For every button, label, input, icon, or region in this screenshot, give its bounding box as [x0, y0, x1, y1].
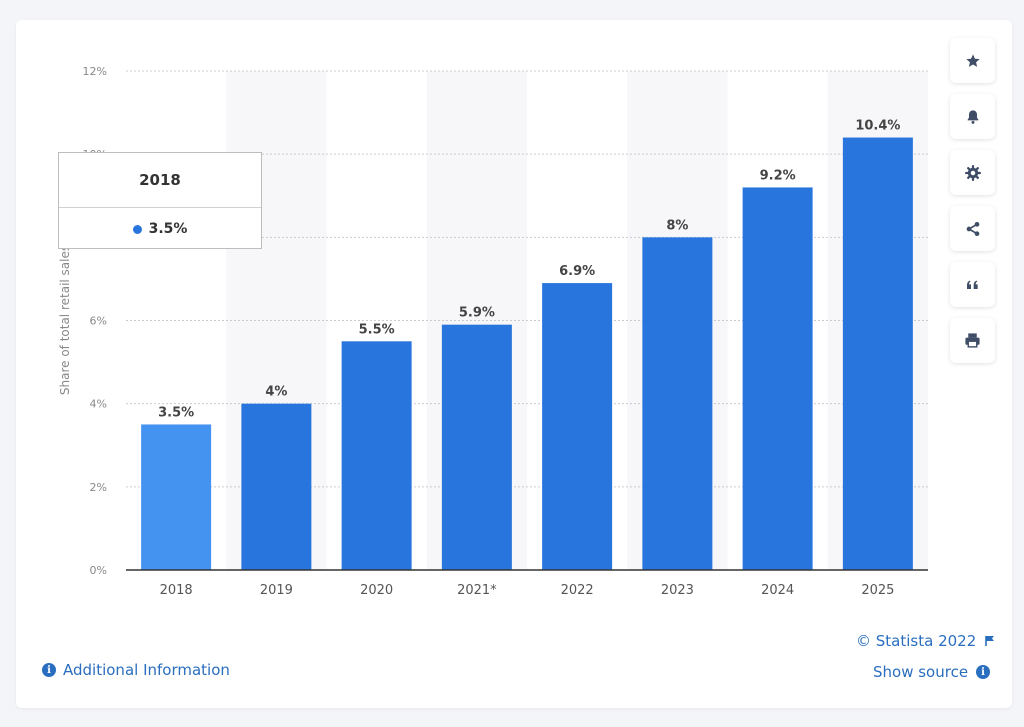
- bar: [842, 137, 913, 571]
- bar: [341, 341, 412, 570]
- data-label: 5.5%: [359, 322, 395, 337]
- tooltip-title: 2018: [59, 153, 261, 208]
- tooltip-value: 3.5%: [148, 221, 188, 237]
- x-tick-label: 2025: [861, 583, 894, 598]
- y-tick-label: 0%: [90, 564, 107, 577]
- additional-information-text: Additional Information: [63, 661, 230, 679]
- data-label: 9.2%: [760, 168, 796, 183]
- x-tick-label: 2022: [561, 583, 594, 598]
- data-label: 8%: [666, 218, 688, 233]
- bar: [742, 187, 813, 570]
- bell-icon[interactable]: [950, 94, 995, 139]
- show-source-link[interactable]: Show source i: [873, 663, 991, 681]
- print-icon[interactable]: [950, 318, 995, 363]
- bar: [241, 403, 312, 570]
- share-icon[interactable]: [950, 206, 995, 251]
- data-label: 6.9%: [559, 264, 595, 279]
- x-axis-ticks: 2018 2019 2020 2021* 2022 2023 2024 2025: [160, 583, 895, 598]
- data-label: 4%: [265, 385, 287, 400]
- y-tick-label: 12%: [83, 65, 107, 78]
- y-axis-label: Share of total retail sales: [58, 245, 72, 395]
- quote-icon[interactable]: [950, 262, 995, 307]
- data-label: 5.9%: [459, 306, 495, 321]
- bar: [141, 424, 212, 570]
- flag-icon: [985, 636, 995, 646]
- y-axis-ticks: 0%2%4%6%8%10%12%: [83, 65, 107, 577]
- chart-toolbar: [950, 38, 995, 374]
- additional-information-link[interactable]: i Additional Information: [42, 661, 230, 679]
- gear-icon[interactable]: [950, 150, 995, 195]
- bar: [542, 283, 613, 570]
- show-source-text: Show source: [873, 663, 969, 681]
- tooltip-body: 3.5%: [59, 208, 261, 250]
- bar: [642, 237, 713, 571]
- data-label: 10.4%: [855, 119, 900, 134]
- x-tick-label: 2020: [360, 583, 393, 598]
- x-tick-label: 2018: [160, 583, 193, 598]
- data-labels: 3.5% 4% 5.5% 5.9% 6.9% 8% 9.2% 10.4%: [158, 119, 900, 421]
- copyright-link[interactable]: © Statista 2022: [856, 632, 996, 650]
- bar: [441, 324, 512, 570]
- copyright-text: © Statista 2022: [856, 632, 977, 650]
- tooltip: 2018 3.5%: [58, 152, 262, 249]
- x-tick-label: 2021*: [457, 583, 497, 598]
- y-tick-label: 4%: [90, 398, 107, 411]
- y-tick-label: 2%: [90, 481, 107, 494]
- data-label: 3.5%: [158, 405, 194, 420]
- y-tick-label: 6%: [90, 315, 107, 328]
- x-tick-label: 2019: [260, 583, 293, 598]
- x-tick-label: 2024: [761, 583, 794, 598]
- tooltip-series-dot: [132, 224, 142, 234]
- star-icon[interactable]: [950, 38, 995, 83]
- bars: [141, 137, 913, 571]
- info-icon: i: [976, 665, 991, 679]
- info-icon: i: [42, 663, 56, 677]
- x-tick-label: 2023: [661, 583, 694, 598]
